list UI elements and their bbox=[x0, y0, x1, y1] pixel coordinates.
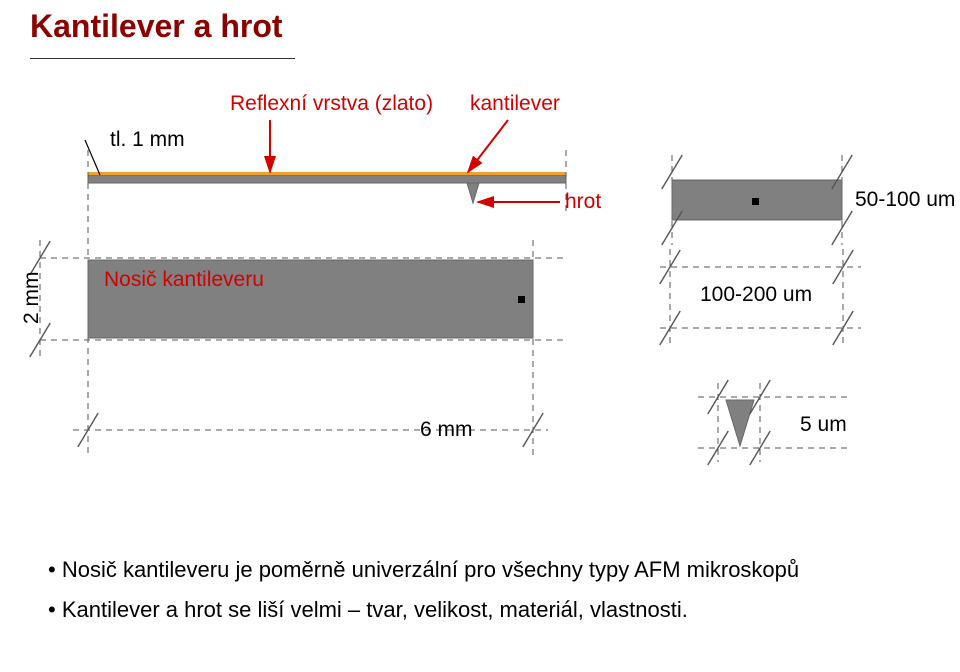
label-100-200: 100-200 um bbox=[700, 283, 812, 307]
label-2mm: 2 mm bbox=[20, 272, 44, 325]
label-reflex-text: Reflexní vrstva (zlato) bbox=[230, 92, 433, 115]
label-nosic: Nosič kantileveru bbox=[104, 268, 264, 292]
bullet-2: Kantilever a hrot se liší velmi – tvar, … bbox=[48, 590, 799, 630]
label-2mm-text: 2 mm bbox=[20, 272, 43, 325]
label-6mm-text: 6 mm bbox=[420, 418, 473, 441]
label-tl1mm: tl. 1 mm bbox=[110, 128, 185, 152]
label-kantilever: kantilever bbox=[470, 92, 560, 116]
label-100-200-text: 100-200 um bbox=[700, 283, 812, 306]
label-50-100: 50-100 um bbox=[855, 188, 955, 212]
label-nosic-text: Nosič kantileveru bbox=[104, 268, 264, 291]
bullet-1-text: Nosič kantileveru je poměrně univerzální… bbox=[62, 557, 799, 582]
bullet-1: Nosič kantileveru je poměrně univerzální… bbox=[48, 550, 799, 590]
bullet-2-text: Kantilever a hrot se liší velmi – tvar, … bbox=[62, 597, 688, 622]
label-5um-text: 5 um bbox=[800, 413, 847, 436]
bullet-list: Nosič kantileveru je poměrně univerzální… bbox=[48, 550, 799, 629]
label-5um: 5 um bbox=[800, 413, 847, 437]
label-6mm: 6 mm bbox=[420, 418, 473, 442]
label-hrot: hrot bbox=[565, 190, 601, 214]
label-50-100-text: 50-100 um bbox=[855, 188, 955, 211]
label-kantilever-text: kantilever bbox=[470, 92, 560, 115]
label-hrot-text: hrot bbox=[565, 190, 601, 213]
label-reflex: Reflexní vrstva (zlato) bbox=[230, 92, 433, 116]
label-tl1mm-text: tl. 1 mm bbox=[110, 128, 185, 151]
